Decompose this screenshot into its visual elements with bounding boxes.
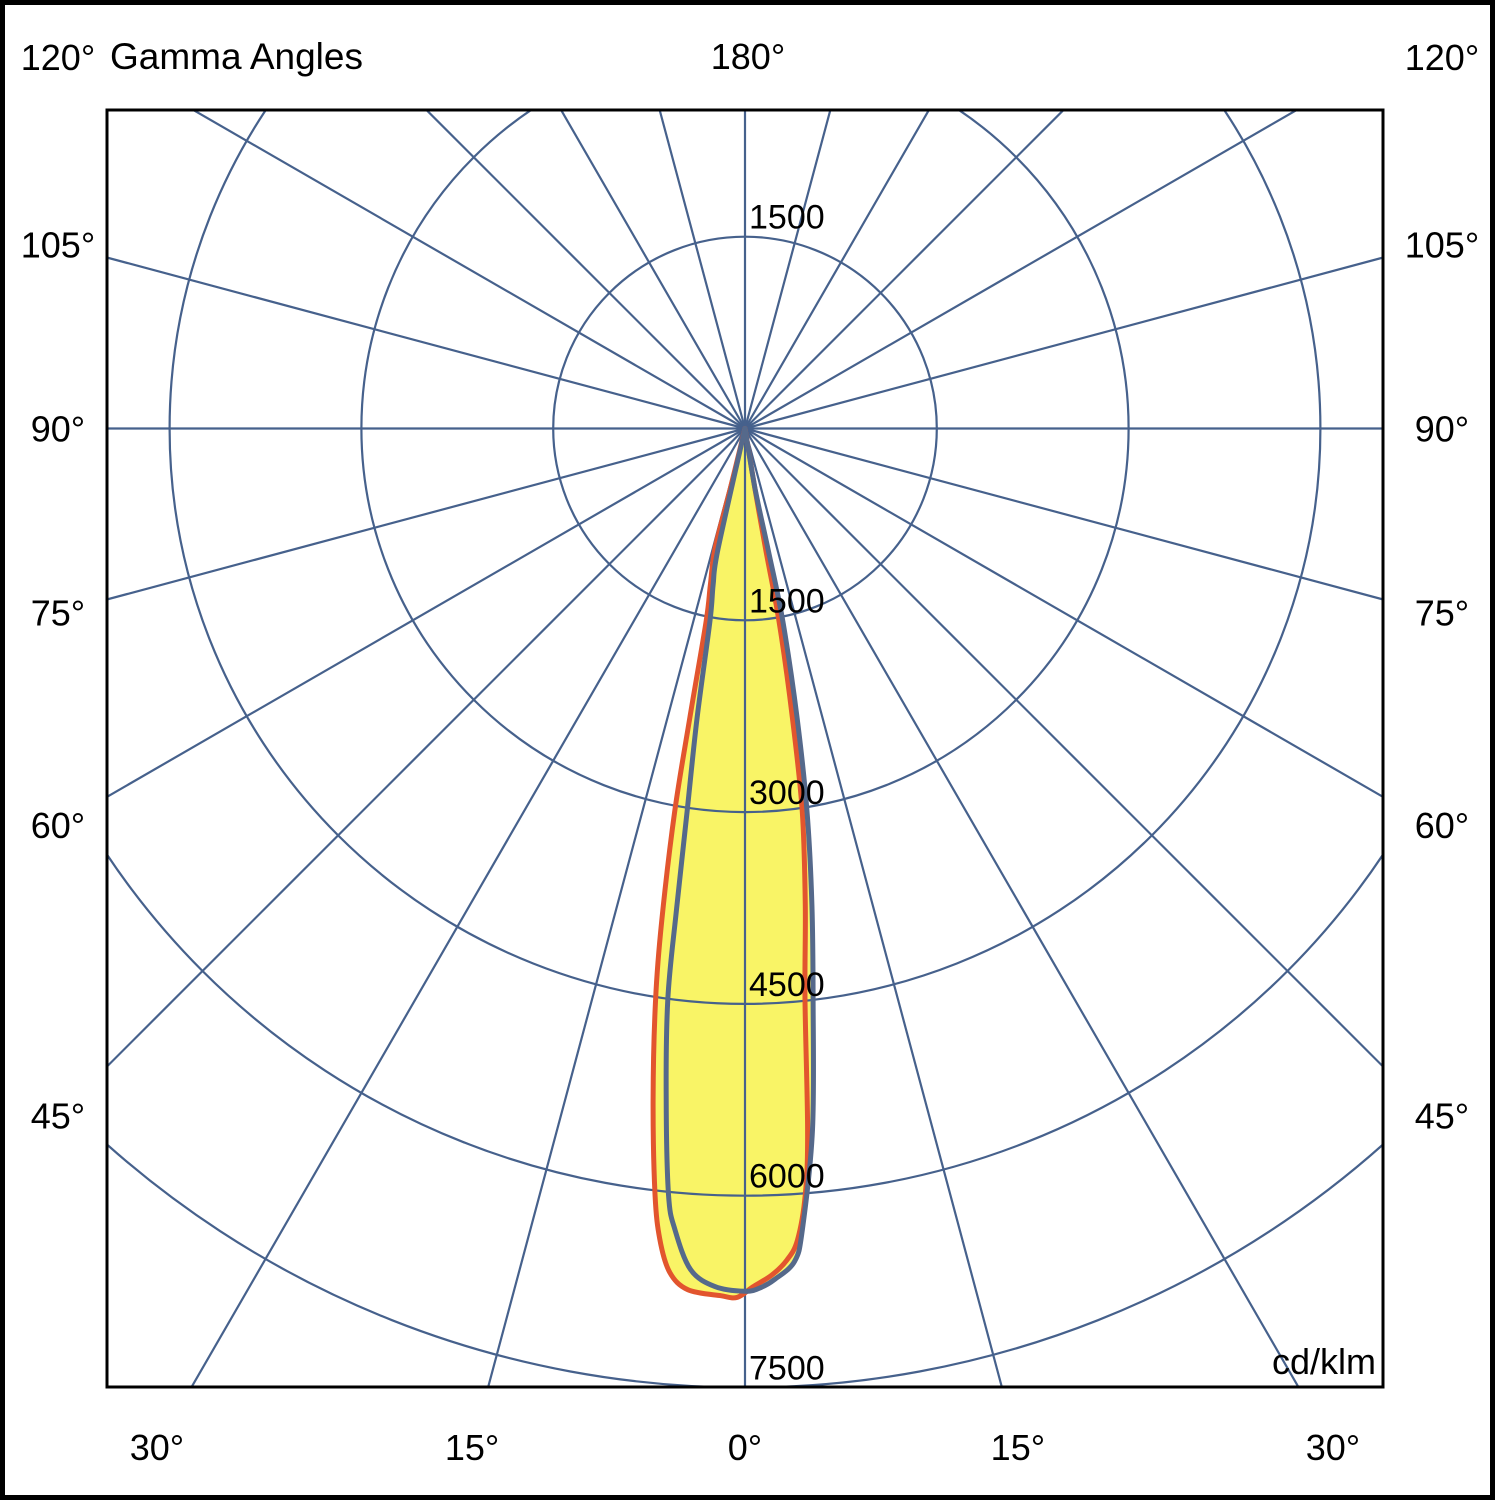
gamma-angle-label-left-120: 120° [21, 37, 95, 78]
gamma-angle-label-left-90: 90° [31, 409, 85, 450]
radial-gridline-45 [744, 427, 1383, 1069]
gamma-angle-label-bottom-30: 30° [1306, 1427, 1360, 1468]
ring-value-label: 7500 [749, 1350, 825, 1388]
unit-label: cd/klm [1272, 1341, 1376, 1382]
chart-title: Gamma Angles [110, 36, 363, 77]
radial-gridline-120 [744, 110, 1299, 430]
radial-gridline-225 [424, 110, 746, 430]
ring-value-label: 1500 [749, 199, 825, 237]
radial-gridline-330 [190, 427, 746, 1387]
gamma-angle-label-right-75: 75° [1415, 593, 1469, 634]
gamma-angle-label-bottom-0: 0° [728, 1427, 762, 1468]
radial-gridline-105 [744, 256, 1383, 430]
radial-gridline-315 [107, 427, 746, 1069]
radial-gridline-285 [107, 427, 746, 601]
gamma-angle-label-bottom--30: 30° [130, 1427, 184, 1468]
gamma-angle-label-bottom-15: 15° [991, 1427, 1045, 1468]
radial-gridline-30 [744, 427, 1300, 1387]
ring-value-label: 1500 [749, 582, 825, 620]
radial-gridline-15 [743, 428, 1003, 1387]
radial-gridline-150 [744, 110, 931, 430]
plot-border [105, 108, 1385, 1389]
ring-value-label: 3000 [749, 774, 825, 812]
radial-gridline-240 [191, 110, 746, 430]
gamma-angle-label-left-105: 105° [21, 224, 95, 265]
radial-gridline-210 [559, 110, 746, 430]
radial-gridline-300 [107, 427, 746, 799]
gamma-angle-label-left-45: 45° [31, 1096, 85, 1137]
gamma-angle-label-right-90: 90° [1415, 409, 1469, 450]
radial-gridline-345 [487, 428, 747, 1387]
radial-gridline-135 [744, 110, 1066, 430]
radial-gridline-60 [744, 427, 1383, 799]
top-axis-label-180: 180° [711, 36, 785, 77]
gamma-angle-label-right-120: 120° [1405, 37, 1479, 78]
gamma-angle-label-right-105: 105° [1405, 224, 1479, 265]
beam-curve-blue_curve [663, 426, 817, 1294]
gamma-angle-label-right-60: 60° [1415, 805, 1469, 846]
gamma-angle-label-left-60: 60° [31, 805, 85, 846]
radial-gridline-165 [743, 110, 832, 429]
radial-gridline-255 [107, 256, 746, 430]
gamma-angle-label-left-75: 75° [31, 593, 85, 634]
gamma-angle-label-bottom--15: 15° [445, 1427, 499, 1468]
gamma-angle-label-right-45: 45° [1415, 1096, 1469, 1137]
ring-value-label: 4500 [749, 966, 825, 1004]
ring-value-label: 6000 [749, 1158, 825, 1196]
beam-fill-blue_curve [666, 428, 814, 1292]
radial-gridline-195 [658, 110, 747, 429]
beam-curve-red_curve [650, 426, 811, 1301]
radial-gridline-75 [744, 427, 1383, 601]
